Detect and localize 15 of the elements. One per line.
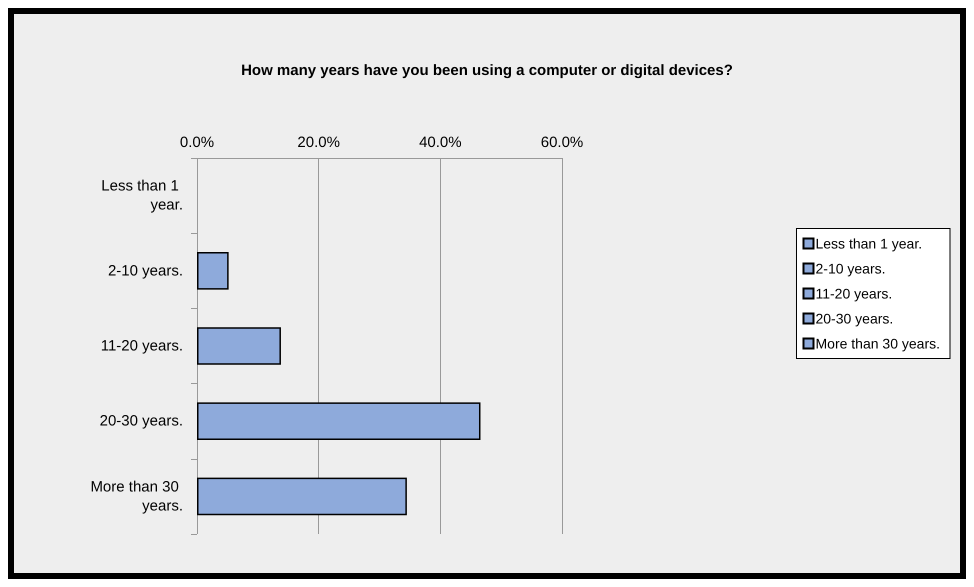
x-tick-label: 60.0% <box>540 134 584 151</box>
legend-label: More than 30 years. <box>815 336 940 352</box>
legend-label: 20-30 years. <box>815 310 894 326</box>
legend-label: Less than 1 year. <box>815 236 922 252</box>
y-tick-label: 20-30 years. <box>100 412 183 430</box>
y-tick-label: Less than 1 year. <box>101 178 183 214</box>
y-tick-label: 2-10 years. <box>108 262 183 280</box>
x-tick-label: 40.0% <box>419 134 462 151</box>
y-tick-label: 11-20 years. <box>100 338 183 354</box>
legend-label: 11-20 years. <box>815 286 892 302</box>
x-tick-label: 20.0% <box>297 134 340 151</box>
chart-title: How many years have you been using a computer or digital devices? <box>241 62 733 79</box>
y-tick-label: More than 30 years. <box>90 478 183 514</box>
x-tick-label: 0.0% <box>180 134 214 151</box>
legend-label: 2-10 years. <box>815 260 886 276</box>
